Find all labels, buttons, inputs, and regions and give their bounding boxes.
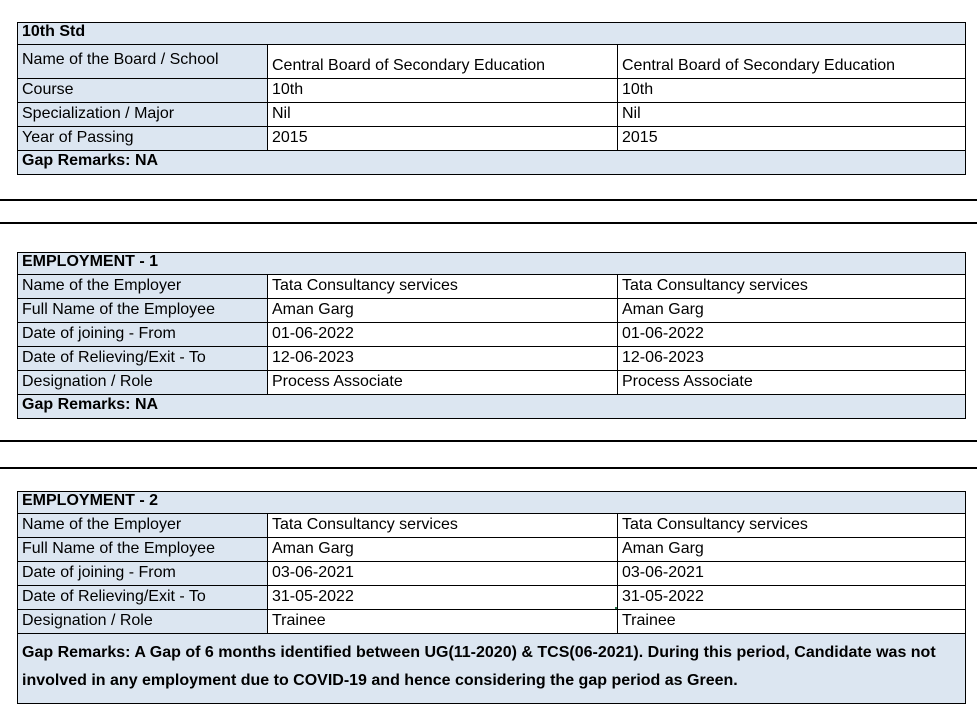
section-header-cell[interactable]: 10th Std: [16, 22, 967, 45]
value-cell[interactable]: Tata Consultancy services: [267, 274, 618, 299]
employment-2-table: EMPLOYMENT - 2 Name of the Employer Tata…: [16, 491, 967, 704]
value-cell[interactable]: 10th: [616, 78, 967, 103]
selected-cell[interactable]: 31-05-2022: [267, 585, 618, 610]
table-row: Gap Remarks: A Gap of 6 months identifie…: [16, 633, 967, 704]
table-row: Date of Relieving/Exit - To 12-06-2023 1…: [17, 346, 967, 371]
table-row: Full Name of the Employee Aman Garg Aman…: [17, 537, 967, 562]
value-cell[interactable]: Aman Garg: [616, 298, 967, 323]
row-label-cell[interactable]: Date of joining - From: [17, 561, 268, 586]
value-cell[interactable]: 03-06-2021: [267, 561, 618, 586]
value-cell[interactable]: Process Associate: [267, 370, 618, 395]
employment-1-section: EMPLOYMENT - 1 Name of the Employer Tata…: [16, 252, 967, 419]
fill-handle[interactable]: [614, 606, 617, 609]
table-row: Gap Remarks: NA: [16, 150, 967, 175]
table-row: Name of the Board / School Central Board…: [17, 44, 967, 79]
row-label-cell[interactable]: Full Name of the Employee: [17, 298, 268, 323]
table-row: 10th Std: [16, 22, 967, 45]
separator-line: [0, 467, 977, 469]
row-label-cell[interactable]: Designation / Role: [17, 370, 268, 395]
table-row: Name of the Employer Tata Consultancy se…: [17, 274, 967, 299]
table-row: EMPLOYMENT - 1: [16, 252, 967, 275]
table-row: Date of Relieving/Exit - To 31-05-2022 3…: [17, 585, 967, 610]
value-cell[interactable]: 12-06-2023: [267, 346, 618, 371]
row-label-cell[interactable]: Date of Relieving/Exit - To: [17, 585, 268, 610]
table-row: Designation / Role Process Associate Pro…: [17, 370, 967, 395]
section-header-cell[interactable]: EMPLOYMENT - 2: [16, 491, 967, 514]
value-cell[interactable]: Central Board of Secondary Education: [616, 44, 967, 79]
value-cell[interactable]: Aman Garg: [267, 537, 618, 562]
value-cell[interactable]: Tata Consultancy services: [616, 513, 967, 538]
value-cell[interactable]: Tata Consultancy services: [616, 274, 967, 299]
gap-remarks-cell[interactable]: Gap Remarks: NA: [16, 150, 967, 175]
value-cell[interactable]: 2015: [616, 126, 967, 151]
value-cell[interactable]: Aman Garg: [616, 537, 967, 562]
table-row: Date of joining - From 03-06-2021 03-06-…: [17, 561, 967, 586]
value-cell[interactable]: 01-06-2022: [267, 322, 618, 347]
value-cell[interactable]: Nil: [267, 102, 618, 127]
table-row: Year of Passing 2015 2015: [17, 126, 967, 151]
separator-line: [0, 222, 977, 224]
row-label-cell[interactable]: Name of the Employer: [17, 274, 268, 299]
row-label-cell[interactable]: Year of Passing: [17, 126, 268, 151]
table-row: Course 10th 10th: [17, 78, 967, 103]
selected-cell-value: 31-05-2022: [272, 588, 354, 605]
table-row: Name of the Employer Tata Consultancy se…: [17, 513, 967, 538]
value-cell[interactable]: 01-06-2022: [616, 322, 967, 347]
row-label-cell[interactable]: Specialization / Major: [17, 102, 268, 127]
table-row: Full Name of the Employee Aman Garg Aman…: [17, 298, 967, 323]
row-label-cell[interactable]: Date of joining - From: [17, 322, 268, 347]
table-row: Specialization / Major Nil Nil: [17, 102, 967, 127]
value-cell[interactable]: Tata Consultancy services: [267, 513, 618, 538]
value-cell[interactable]: 12-06-2023: [616, 346, 967, 371]
value-cell[interactable]: Process Associate: [616, 370, 967, 395]
table-row: Designation / Role Trainee Trainee: [17, 609, 967, 634]
table-row: Date of joining - From 01-06-2022 01-06-…: [17, 322, 967, 347]
gap-remarks-cell[interactable]: Gap Remarks: A Gap of 6 months identifie…: [16, 633, 967, 704]
row-label-cell[interactable]: Designation / Role: [17, 609, 268, 634]
value-cell[interactable]: 03-06-2021: [616, 561, 967, 586]
table-row: Gap Remarks: NA: [16, 394, 967, 419]
employment-1-table: EMPLOYMENT - 1 Name of the Employer Tata…: [16, 252, 967, 419]
value-cell[interactable]: Central Board of Secondary Education: [267, 44, 618, 79]
row-label-cell[interactable]: Course: [17, 78, 268, 103]
value-cell[interactable]: Nil: [616, 102, 967, 127]
value-cell[interactable]: 10th: [267, 78, 618, 103]
section-header-cell[interactable]: EMPLOYMENT - 1: [16, 252, 967, 275]
row-label-cell[interactable]: Date of Relieving/Exit - To: [17, 346, 268, 371]
separator-line: [0, 199, 977, 201]
education-10th-section: 10th Std Name of the Board / School Cent…: [16, 22, 967, 175]
value-cell[interactable]: Aman Garg: [267, 298, 618, 323]
row-label-cell[interactable]: Name of the Employer: [17, 513, 268, 538]
gap-remarks-cell[interactable]: Gap Remarks: NA: [16, 394, 967, 419]
employment-2-section: EMPLOYMENT - 2 Name of the Employer Tata…: [16, 491, 967, 704]
separator-line: [0, 440, 977, 442]
value-cell[interactable]: Trainee: [616, 609, 967, 634]
row-label-cell[interactable]: Full Name of the Employee: [17, 537, 268, 562]
row-label-cell[interactable]: Name of the Board / School: [17, 44, 268, 79]
value-cell[interactable]: 31-05-2022: [616, 585, 967, 610]
education-10th-table: 10th Std Name of the Board / School Cent…: [16, 22, 967, 175]
table-row: EMPLOYMENT - 2: [16, 491, 967, 514]
value-cell[interactable]: 2015: [267, 126, 618, 151]
value-cell[interactable]: Trainee: [267, 609, 618, 634]
